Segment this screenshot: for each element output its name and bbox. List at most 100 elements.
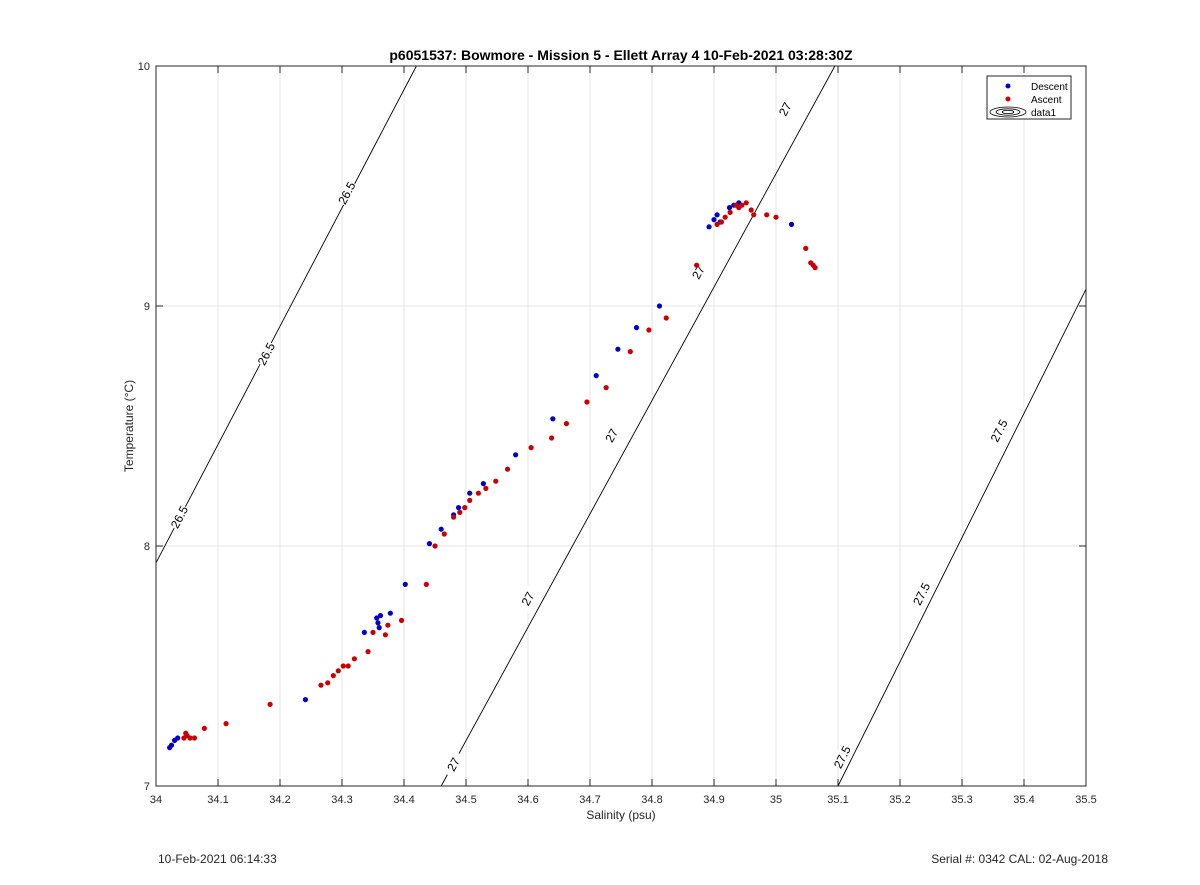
- isopycnal-label-bg: [910, 580, 934, 608]
- data-point-ascent: [739, 202, 745, 208]
- x-tick-label: 34.8: [641, 794, 662, 806]
- data-point-descent: [633, 325, 640, 331]
- data-point-descent: [377, 613, 384, 619]
- data-point-descent: [387, 610, 393, 616]
- x-tick-label: 35.4: [1013, 794, 1034, 806]
- data-point-descent: [513, 452, 519, 458]
- isopycnal-label-bg: [987, 416, 1011, 445]
- data-point-descent: [711, 217, 717, 223]
- data-point-ascent: [773, 214, 779, 220]
- y-tick-label: 7: [144, 781, 150, 793]
- x-tick-label: 34: [150, 794, 162, 806]
- data-point-ascent: [191, 735, 198, 741]
- isopycnal-label: 27: [602, 426, 621, 445]
- x-tick-label: 35.3: [951, 794, 972, 806]
- isopycnal-label-bg: [599, 421, 624, 450]
- data-point-ascent: [351, 656, 357, 662]
- data-point-descent: [455, 505, 462, 511]
- isopycnal-label-bg: [254, 340, 279, 368]
- isopycnal-label-bg: [441, 750, 466, 779]
- isopycnal-line: [155, 65, 417, 564]
- y-tick-label: 9: [144, 301, 150, 313]
- y-axis-label: Temperature (°C): [122, 380, 136, 472]
- legend: Descent Ascent data1: [986, 75, 1072, 120]
- data-point-descent: [375, 620, 381, 626]
- data-point-ascent: [462, 505, 468, 511]
- data-point-descent: [361, 629, 367, 636]
- data-point-ascent: [751, 212, 757, 218]
- data-point-ascent: [467, 497, 473, 503]
- data-point-ascent: [335, 668, 341, 674]
- data-point-ascent: [223, 721, 229, 727]
- data-point-ascent: [694, 262, 700, 268]
- isopycnal-label: 27.5: [988, 417, 1011, 444]
- data-point-descent: [467, 490, 473, 496]
- data-point-descent: [480, 481, 486, 487]
- legend-label-data1: data1: [1031, 108, 1056, 119]
- data-point-descent: [302, 697, 309, 703]
- data-point-ascent: [743, 200, 749, 206]
- data-point-descent: [374, 615, 380, 621]
- data-point-ascent: [370, 629, 376, 636]
- data-point-ascent: [267, 701, 273, 708]
- data-point-descent: [550, 416, 556, 422]
- data-point-ascent: [432, 543, 438, 549]
- data-point-ascent: [318, 682, 324, 688]
- data-point-ascent: [663, 315, 669, 321]
- data-point-descent: [706, 224, 712, 230]
- data-point-ascent: [330, 673, 336, 679]
- isopycnal-label: 26.5: [168, 503, 191, 530]
- footer-serial-calibration: Serial #: 0342 CAL: 02-Aug-2018: [931, 852, 1108, 866]
- data-point-descent: [438, 526, 444, 532]
- data-point-ascent: [748, 207, 754, 213]
- legend-label-descent: Descent: [1031, 82, 1068, 93]
- data-point-descent: [714, 212, 720, 218]
- data-point-ascent: [718, 219, 725, 225]
- isopycnal-label: 26.5: [255, 340, 278, 367]
- x-tick-label: 34.6: [517, 794, 538, 806]
- data-point-ascent: [451, 514, 457, 520]
- data-point-ascent: [803, 245, 809, 251]
- isopycnal-line: [440, 65, 836, 787]
- data-point-descent: [726, 205, 733, 211]
- x-tick-label: 34.7: [579, 794, 600, 806]
- isopycnal-label: 27: [689, 263, 708, 282]
- data-point-ascent: [340, 663, 346, 669]
- x-tick-label: 34.3: [331, 794, 352, 806]
- axis-ticks: 34 34.1 34.2 34.3 34.4 34.5 34.6 34.7 34.8 34.9 35…: [138, 61, 1097, 806]
- data-point-ascent: [345, 663, 351, 669]
- data-point-ascent: [483, 485, 489, 491]
- data-point-ascent: [548, 435, 555, 441]
- data-point-ascent: [365, 649, 371, 655]
- data-point-descent: [788, 221, 795, 227]
- contour-icon: [989, 106, 1027, 118]
- data-point-ascent: [504, 466, 511, 472]
- data-point-descent: [593, 373, 599, 379]
- data-point-descent: [656, 303, 663, 309]
- y-tick-label: 10: [138, 61, 150, 73]
- data-point-ascent: [722, 214, 728, 220]
- x-axis-label: Salinity (psu): [586, 808, 655, 822]
- isopycnal-label: 27.5: [910, 580, 933, 607]
- data-point-ascent: [646, 327, 652, 333]
- data-point-ascent: [475, 490, 481, 496]
- data-point-descent: [175, 735, 181, 741]
- x-tick-label: 35: [770, 794, 782, 806]
- data-point-ascent: [201, 725, 207, 732]
- data-point-ascent: [764, 212, 770, 218]
- data-point-ascent: [603, 385, 609, 391]
- data-point-ascent: [398, 617, 405, 624]
- x-tick-label: 34.1: [207, 794, 228, 806]
- x-tick-label: 34.4: [393, 794, 414, 806]
- data-point-ascent: [187, 735, 193, 741]
- data-point-ascent: [457, 509, 463, 515]
- data-point-ascent: [714, 221, 720, 227]
- isopycnal-label: 27.5: [831, 743, 854, 770]
- data-point-descent: [376, 625, 382, 631]
- isopycnal-label-bg: [830, 743, 854, 772]
- data-point-ascent: [563, 421, 570, 427]
- data-point-ascent: [528, 445, 534, 451]
- data-point-ascent: [627, 349, 633, 355]
- data-point-ascent: [812, 265, 818, 271]
